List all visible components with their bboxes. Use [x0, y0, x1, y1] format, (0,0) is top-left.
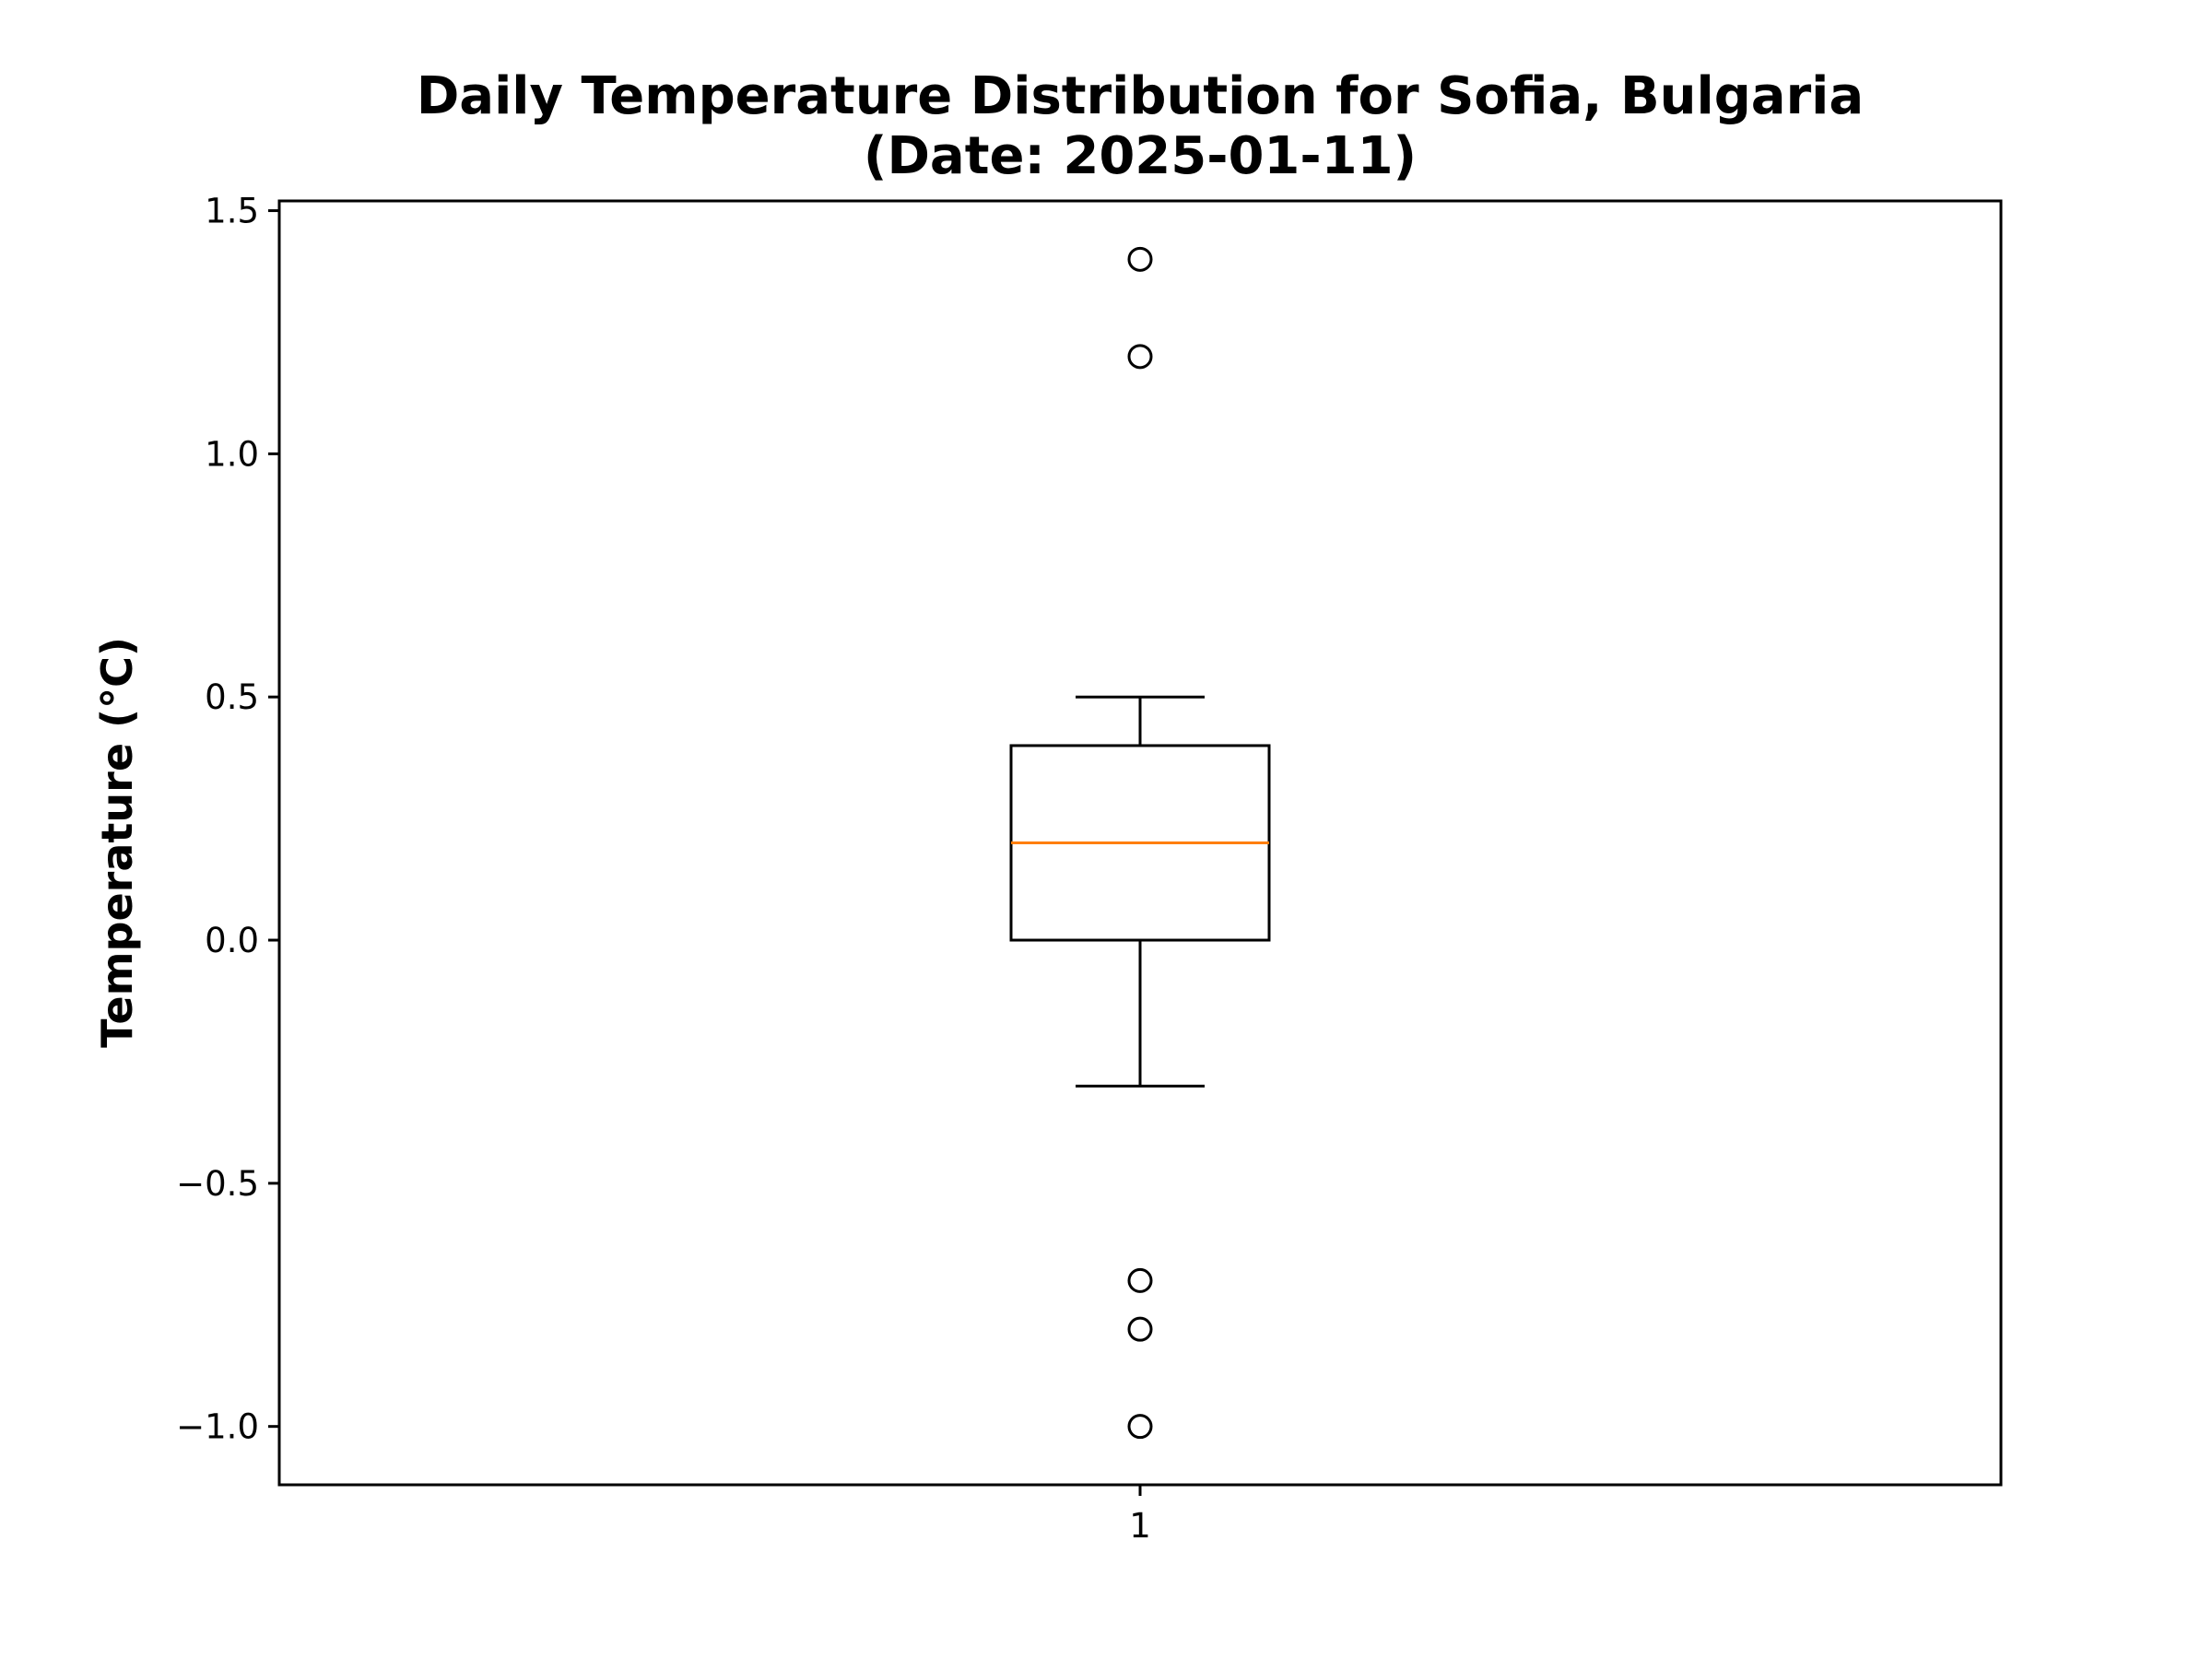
outlier-point [1127, 246, 1153, 272]
y-axis: −1.0 −0.5 0.0 0.5 1.0 1.5 [176, 192, 279, 1447]
y-tick-label: −1.0 [176, 1407, 259, 1447]
outlier-point [1127, 344, 1153, 370]
box-series [1009, 246, 1271, 1440]
chart-subtitle: (Date: 2025-01-11) [864, 126, 1417, 186]
outlier-point [1127, 1267, 1153, 1293]
y-tick-label: 1.5 [205, 192, 259, 231]
y-tick-label: 0.5 [205, 677, 259, 717]
chart-title: Daily Temperature Distribution for Sofia… [417, 66, 1864, 126]
outlier-point [1127, 1414, 1153, 1440]
box-group [1009, 246, 1271, 1440]
x-axis: 1 [1129, 1485, 1151, 1546]
y-tick-label: 1.0 [205, 434, 259, 474]
y-axis-label: Temperature (°C) [92, 637, 142, 1048]
outlier-point [1127, 1316, 1153, 1342]
x-tick-label: 1 [1129, 1506, 1151, 1546]
y-tick-label: 0.0 [205, 921, 259, 960]
y-tick-label: −0.5 [176, 1164, 259, 1204]
